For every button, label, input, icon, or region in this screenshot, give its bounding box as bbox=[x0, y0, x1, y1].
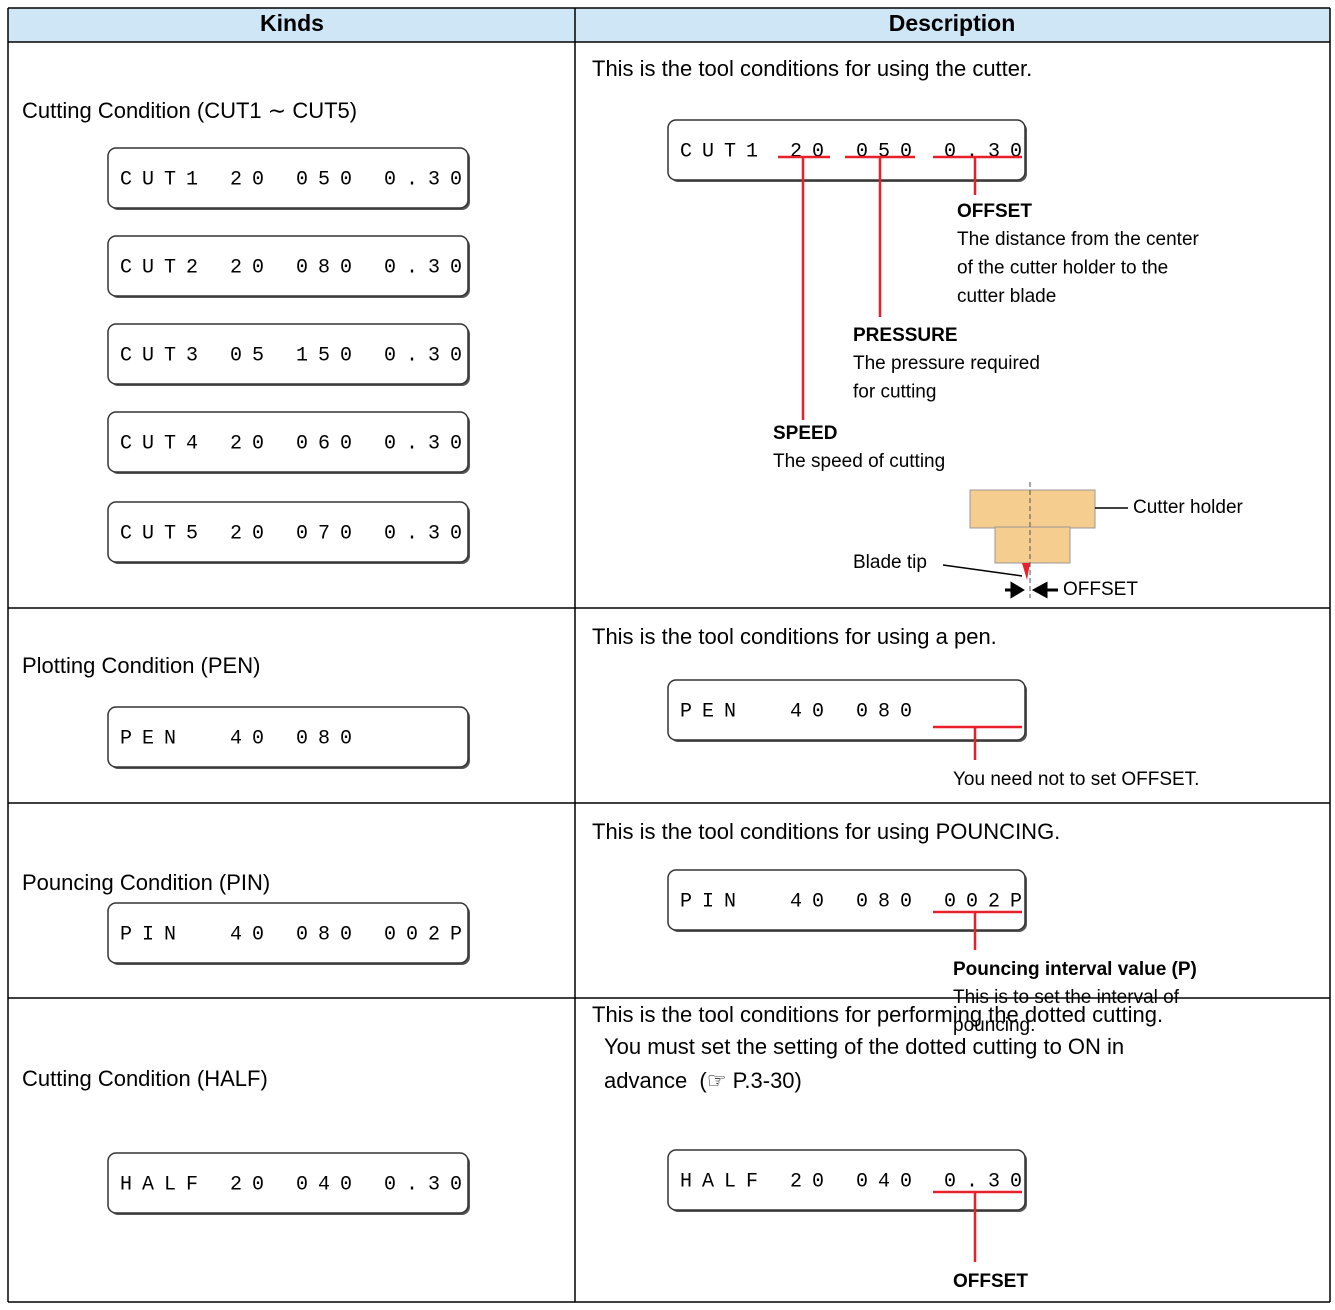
display bbox=[667, 869, 1026, 931]
display-text: HALF 20 040 0.30 bbox=[680, 1170, 1032, 1193]
arrow-left bbox=[1005, 581, 1025, 599]
header-bg bbox=[8, 8, 1330, 42]
callout-text: pouncing. bbox=[953, 1015, 1035, 1036]
blade-tip bbox=[1022, 563, 1030, 580]
display-text: PIN 40 080 002P bbox=[680, 890, 1032, 913]
description: This is the tool conditions for using PO… bbox=[592, 819, 1060, 844]
display bbox=[107, 323, 469, 385]
description: advance (☞ P.3-30) bbox=[604, 1068, 802, 1093]
callout-text: The pressure required bbox=[853, 353, 1040, 374]
display bbox=[107, 411, 469, 473]
display-text: PEN 40 080 bbox=[680, 700, 922, 723]
display bbox=[107, 147, 469, 209]
display bbox=[107, 235, 469, 297]
callout-title: Pouncing interval value (P) bbox=[953, 959, 1197, 980]
display bbox=[667, 119, 1026, 181]
holder-top bbox=[969, 489, 1096, 529]
callout-text: cutter blade bbox=[957, 286, 1056, 307]
header-kinds: Kinds bbox=[260, 10, 324, 36]
display-text: PIN 40 080 002P bbox=[120, 923, 472, 946]
display-text: CUT3 05 150 0.30 bbox=[120, 344, 472, 367]
figure-label: Cutter holder bbox=[1133, 497, 1244, 518]
callout-text: You need not to set OFFSET. bbox=[953, 769, 1199, 790]
callout-text: of the cutter holder to the bbox=[957, 258, 1168, 279]
holder-bottom bbox=[994, 526, 1071, 564]
callout-text: The speed of cutting bbox=[773, 451, 945, 472]
tip-leader bbox=[942, 564, 1023, 577]
display-text: CUT2 20 080 0.30 bbox=[120, 256, 472, 279]
callout-title: SPEED bbox=[773, 423, 837, 444]
header-description: Description bbox=[889, 10, 1016, 36]
display bbox=[107, 1152, 469, 1214]
display bbox=[107, 501, 469, 563]
kind: Plotting Condition (PEN) bbox=[22, 653, 260, 678]
kind: Pouncing Condition (PIN) bbox=[22, 870, 270, 895]
description: This is the tool conditions for using th… bbox=[592, 56, 1032, 81]
callout-text: The distance from the center bbox=[957, 229, 1200, 250]
display-text: PEN 40 080 bbox=[120, 727, 362, 750]
arrow-right bbox=[1031, 581, 1058, 599]
callout-title: OFFSET bbox=[953, 1271, 1028, 1292]
kind: Cutting Condition (HALF) bbox=[22, 1066, 268, 1091]
figure-label: Blade tip bbox=[853, 552, 927, 573]
display-text: CUT4 20 060 0.30 bbox=[120, 432, 472, 455]
description: You must set the setting of the dotted c… bbox=[604, 1034, 1124, 1059]
display bbox=[107, 902, 469, 964]
figure-label: OFFSET bbox=[1063, 579, 1138, 600]
display bbox=[667, 679, 1026, 741]
description: This is the tool conditions for using a … bbox=[592, 624, 997, 649]
description: This is the tool conditions for performi… bbox=[592, 1002, 1163, 1027]
callout-title: OFFSET bbox=[957, 201, 1032, 222]
display-text: HALF 20 040 0.30 bbox=[120, 1173, 472, 1196]
display bbox=[107, 706, 469, 768]
display-text: CUT1 20 050 0.30 bbox=[120, 168, 472, 191]
display bbox=[667, 1149, 1026, 1211]
display-text: CUT1 20 050 0.30 bbox=[680, 140, 1032, 163]
kind: Cutting Condition (CUT1 ∼ CUT5) bbox=[22, 98, 357, 123]
display-text: CUT5 20 070 0.30 bbox=[120, 522, 472, 545]
callout-title: PRESSURE bbox=[853, 325, 958, 346]
callout-text: for cutting bbox=[853, 382, 936, 403]
